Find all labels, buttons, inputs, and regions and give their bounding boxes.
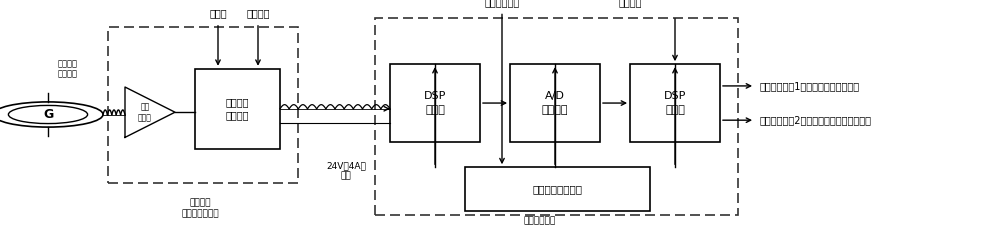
Text: 板内电压变换模块: 板内电压变换模块 xyxy=(532,184,582,194)
Text: 故障诊断板卡: 故障诊断板卡 xyxy=(524,216,556,226)
Bar xyxy=(195,69,280,149)
Text: 运算
放大器: 运算 放大器 xyxy=(138,103,152,122)
Bar xyxy=(510,64,600,142)
Bar xyxy=(630,64,720,142)
Text: 数字信号输出1（定子内部短路保护）: 数字信号输出1（定子内部短路保护） xyxy=(760,81,860,91)
Bar xyxy=(465,167,650,211)
Text: 直流电源输入: 直流电源输入 xyxy=(484,0,520,7)
Text: 数字信号输出2（励磁绕组匝间短路报警）: 数字信号输出2（励磁绕组匝间短路报警） xyxy=(760,115,872,125)
Text: DSP
调理板: DSP 调理板 xyxy=(424,91,446,115)
Text: 探测线圈
端口电压: 探测线圈 端口电压 xyxy=(58,59,78,78)
Text: (转速)码盘
位置脉冲: (转速)码盘 位置脉冲 xyxy=(614,0,646,7)
Text: DSP
处理器: DSP 处理器 xyxy=(664,91,686,115)
Text: G: G xyxy=(43,108,53,121)
Text: 励磁电流: 励磁电流 xyxy=(246,8,270,18)
Text: 相电压: 相电压 xyxy=(209,8,227,18)
Text: A/D
转换模块: A/D 转换模块 xyxy=(542,91,568,115)
Bar xyxy=(390,64,480,142)
Text: 模拟信号
隔离模块: 模拟信号 隔离模块 xyxy=(226,97,249,120)
Text: 探测线圈
电压信号调理板: 探测线圈 电压信号调理板 xyxy=(181,199,219,218)
Text: 24V（4A）
供电: 24V（4A） 供电 xyxy=(326,161,366,180)
Bar xyxy=(375,18,738,215)
Bar xyxy=(108,27,298,183)
